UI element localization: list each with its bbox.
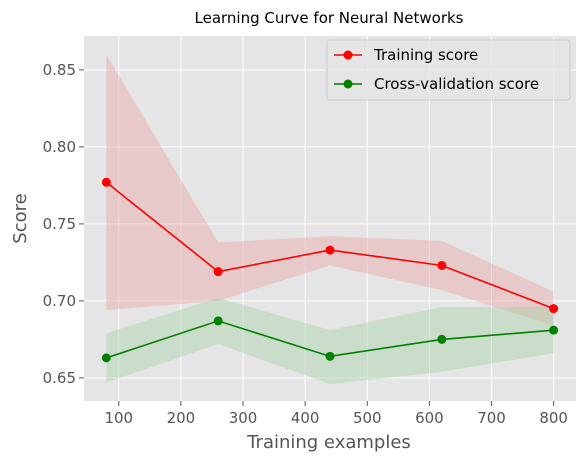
x-tick-label: 700 <box>477 409 506 427</box>
y-axis-label: Score <box>10 193 31 243</box>
data-point <box>213 316 223 326</box>
x-tick-label: 400 <box>291 409 320 427</box>
chart-title: Learning Curve for Neural Networks <box>195 9 464 27</box>
legend-marker <box>343 79 353 89</box>
legend-label: Cross-validation score <box>374 75 539 93</box>
x-axis-label: Training examples <box>246 432 411 453</box>
x-tick-label: 300 <box>229 409 258 427</box>
data-point <box>325 245 335 255</box>
y-tick-label: 0.65 <box>43 369 76 387</box>
confidence-band-0 <box>106 54 554 326</box>
data-point <box>101 177 111 187</box>
x-tick-label: 800 <box>539 409 568 427</box>
x-tick-label: 200 <box>167 409 196 427</box>
data-point <box>325 351 335 361</box>
y-tick-label: 0.85 <box>43 61 76 79</box>
x-tick-label: 100 <box>104 409 133 427</box>
data-point <box>549 325 559 335</box>
data-point <box>437 260 447 270</box>
x-tick-label: 500 <box>353 409 382 427</box>
x-tick-label: 600 <box>415 409 444 427</box>
legend-label: Training score <box>373 46 478 64</box>
y-axis-ticks: 0.65 0.70 0.75 0.80 0.85 <box>43 61 84 387</box>
data-point <box>437 334 447 344</box>
data-point <box>213 267 223 277</box>
data-point <box>101 353 111 363</box>
y-tick-label: 0.80 <box>43 138 76 156</box>
legend-box <box>326 39 571 101</box>
legend-marker <box>343 50 353 60</box>
y-tick-label: 0.70 <box>43 292 76 310</box>
series-markers <box>101 177 559 363</box>
data-point <box>549 304 559 314</box>
legend: Training score Cross-validation score <box>326 39 571 101</box>
y-tick-label: 0.75 <box>43 215 76 233</box>
x-axis-ticks: 100 200 300 400 500 600 700 800 <box>104 401 568 427</box>
